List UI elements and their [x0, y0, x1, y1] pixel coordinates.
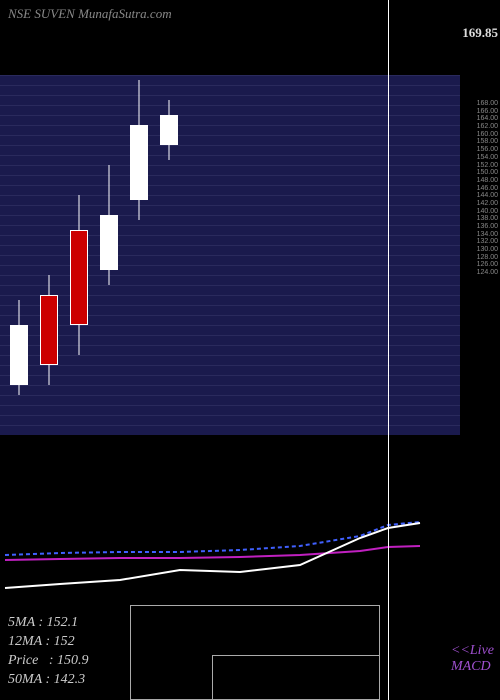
time-cursor-line — [388, 0, 389, 700]
indicator-line-ma50 — [5, 523, 420, 588]
grid-row — [0, 205, 460, 215]
grid-row — [0, 255, 460, 265]
grid-row — [0, 405, 460, 415]
stat-50ma: 50MA : 142.3 — [8, 671, 88, 690]
grid-row — [0, 425, 460, 435]
symbol-label: NSE SUVEN — [8, 6, 75, 21]
grid-row — [0, 355, 460, 365]
grid-row — [0, 85, 460, 95]
grid-row — [0, 195, 460, 205]
candle — [70, 45, 88, 475]
grid-row — [0, 305, 460, 315]
grid-row — [0, 125, 460, 135]
grid-row — [0, 215, 460, 225]
grid-row — [0, 245, 460, 255]
grid-row — [0, 235, 460, 245]
grid-row — [0, 225, 460, 235]
grid-row — [0, 375, 460, 385]
grid-row — [0, 115, 460, 125]
stat-12ma: 12MA : 152 — [8, 633, 88, 652]
source-label: MunafaSutra.com — [78, 6, 172, 21]
macd-prefix: <<Live — [451, 643, 494, 658]
grid-row — [0, 165, 460, 175]
grid-row — [0, 285, 460, 295]
grid-row — [0, 175, 460, 185]
stats-panel: 5MA : 152.1 12MA : 152 Price : 150.9 50M… — [8, 614, 88, 690]
grid-row — [0, 325, 460, 335]
y-axis-labels: 168.00166.00164.00162.00160.00158.00156.… — [477, 100, 498, 277]
candle — [160, 45, 178, 475]
grid-row — [0, 95, 460, 105]
stock-chart: NSE SUVEN MunafaSutra.com 169.85 168.001… — [0, 0, 500, 700]
indicator-panel — [0, 480, 500, 600]
grid-row — [0, 395, 460, 405]
grid-row — [0, 155, 460, 165]
macd-text: MACD — [451, 659, 491, 674]
stat-5ma: 5MA : 152.1 — [8, 614, 88, 633]
stat-price: Price : 150.9 — [8, 652, 88, 671]
candle — [40, 45, 58, 475]
indicator-line-ma12 — [5, 546, 420, 560]
macd-label: <<Live MACD — [451, 643, 494, 675]
candle — [10, 45, 28, 475]
price-panel: 169.85 168.00166.00164.00162.00160.00158… — [0, 45, 500, 475]
grid-row — [0, 145, 460, 155]
grid-row — [0, 275, 460, 285]
grid-row — [0, 365, 460, 375]
grid-row — [0, 185, 460, 195]
candle — [130, 45, 148, 475]
grid-row — [0, 135, 460, 145]
grid-row — [0, 265, 460, 275]
grid-row — [0, 295, 460, 305]
histogram-box — [212, 655, 380, 700]
candle — [100, 45, 118, 475]
grid-row — [0, 105, 460, 115]
indicator-svg — [0, 480, 500, 600]
grid-row — [0, 415, 460, 425]
grid-row — [0, 315, 460, 325]
grid-row — [0, 75, 460, 85]
grid-row — [0, 345, 460, 355]
chart-header: NSE SUVEN MunafaSutra.com — [8, 6, 172, 22]
current-price-label: 169.85 — [462, 25, 498, 41]
grid-row — [0, 335, 460, 345]
grid-row — [0, 385, 460, 395]
